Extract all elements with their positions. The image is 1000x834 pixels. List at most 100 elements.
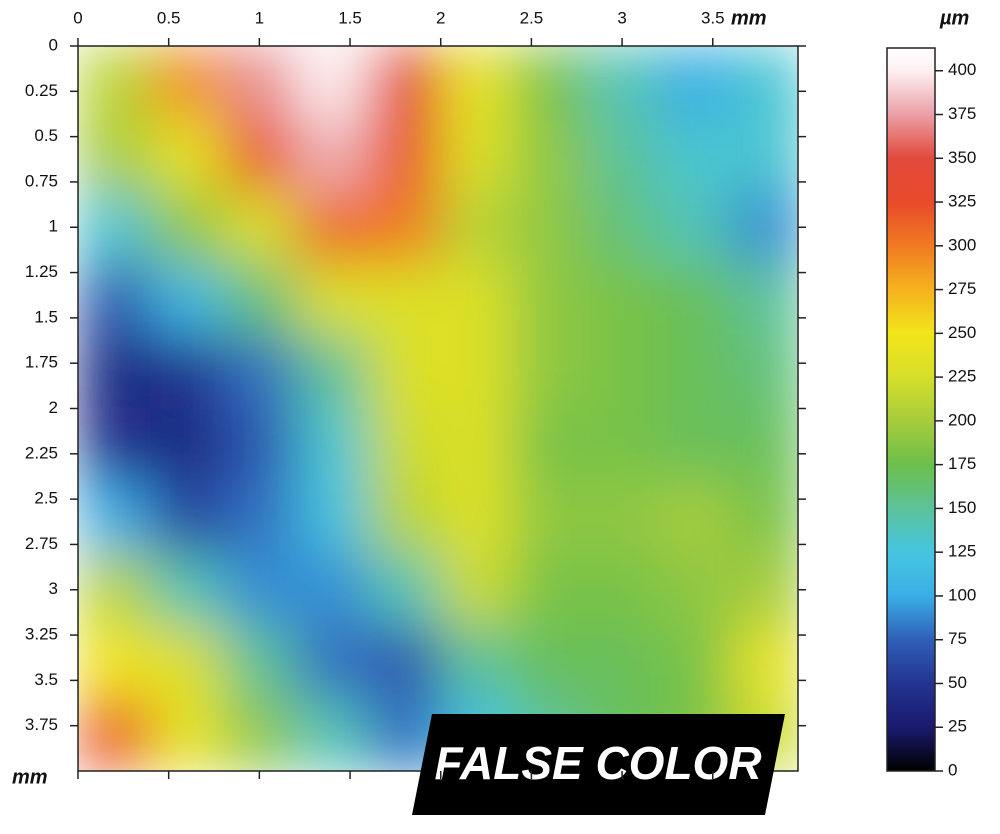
heat-cell [585, 336, 659, 409]
heat-cell [658, 118, 732, 192]
heat-cell [440, 118, 514, 192]
colorbar-tick-label: 100 [948, 585, 976, 604]
heat-cell [730, 408, 798, 482]
heat-cell [78, 191, 152, 264]
heat-cell [513, 46, 587, 119]
heat-cell [223, 263, 297, 337]
heat-cell [658, 626, 732, 699]
colorbar-tick-label: 75 [948, 629, 967, 648]
heat-cell [440, 408, 514, 482]
heat-cell [440, 626, 514, 699]
heat-cell [730, 336, 798, 409]
y-tick-label: 1.25 [25, 262, 58, 281]
y-unit: mm [12, 766, 48, 788]
heat-cell [730, 46, 798, 119]
heatmap [78, 46, 798, 771]
y-tick-label: 2 [49, 398, 58, 417]
colorbar-tick-label: 125 [948, 542, 976, 561]
label-box [412, 714, 785, 815]
heat-cell [513, 118, 587, 192]
y-tick-label: 2.75 [25, 534, 58, 553]
heat-cell [368, 118, 442, 192]
annotation: FALSE COLOR [434, 737, 761, 789]
heat-cell [730, 481, 798, 554]
heat-cell [440, 553, 514, 627]
y-tick-label: 0.75 [25, 171, 58, 190]
heat-cell [150, 336, 224, 409]
colorbar-tick-label: 400 [948, 60, 976, 79]
y-tick-label: 2.5 [34, 489, 58, 508]
heat-cell [295, 481, 369, 554]
y-tick-label: 3.5 [34, 670, 58, 689]
heat-cell [513, 481, 587, 554]
heat-cell [368, 553, 442, 627]
heat-cell [658, 191, 732, 264]
heat-cell [368, 481, 442, 554]
heat-cell [150, 263, 224, 337]
heat-cell [440, 263, 514, 337]
heat-cell [295, 336, 369, 409]
colorbar-tick-label: 375 [948, 104, 976, 123]
heat-cell [150, 481, 224, 554]
x-tick-label: 1.5 [338, 8, 362, 27]
x-tick-label: 2.5 [520, 8, 544, 27]
heat-cell [223, 626, 297, 699]
heat-cell [150, 698, 224, 771]
heat-cell [513, 553, 587, 627]
colorbar-tick-label: 25 [948, 717, 967, 736]
heat-cell [658, 46, 732, 119]
heat-cell [513, 408, 587, 482]
colorbar [886, 47, 936, 772]
heat-cell [295, 263, 369, 337]
heat-cell [78, 626, 152, 699]
heat-cell [585, 191, 659, 264]
colorbar-tick-label: 200 [948, 410, 976, 429]
heat-cell [78, 336, 152, 409]
heat-cell [78, 481, 152, 554]
heat-cell [730, 553, 798, 627]
y-tick-label: 2.25 [25, 443, 58, 462]
heat-cell [368, 46, 442, 119]
heat-cell [78, 553, 152, 627]
heat-cell [223, 698, 297, 771]
heat-cell [440, 46, 514, 119]
heat-cell [730, 626, 798, 699]
colorbar-tick-label: 300 [948, 235, 976, 254]
heat-cell [295, 408, 369, 482]
heat-cell [730, 263, 798, 337]
heat-cell [368, 191, 442, 264]
heat-cell [150, 408, 224, 482]
heat-cell [585, 553, 659, 627]
heat-cell [150, 553, 224, 627]
heat-cell [730, 118, 798, 192]
heat-cell [440, 191, 514, 264]
heat-cell [658, 263, 732, 337]
heat-cell [295, 626, 369, 699]
heat-cell [585, 408, 659, 482]
heat-cell [368, 626, 442, 699]
y-tick-label: 1 [49, 217, 58, 236]
x-tick-label: 2 [436, 8, 445, 27]
heat-cell [223, 46, 297, 119]
heat-cell [78, 263, 152, 337]
colorbar-tick-label: 0 [948, 760, 957, 779]
heat-cell [368, 263, 442, 337]
x-tick-label: 0.5 [157, 8, 181, 27]
heat-cell [150, 118, 224, 192]
heat-cell [150, 46, 224, 119]
heat-cell [295, 46, 369, 119]
heat-cell [223, 336, 297, 409]
heat-cell [295, 553, 369, 627]
heat-cell [585, 118, 659, 192]
heat-cell [513, 626, 587, 699]
heat-cell [368, 336, 442, 409]
heat-cell [658, 481, 732, 554]
heat-cell [223, 553, 297, 627]
y-tick-label: 1.5 [34, 307, 58, 326]
heat-cell [78, 118, 152, 192]
heat-cell [585, 46, 659, 119]
colorbar-tick-label: 250 [948, 323, 976, 342]
heat-cell [223, 481, 297, 554]
heat-cell [223, 118, 297, 192]
